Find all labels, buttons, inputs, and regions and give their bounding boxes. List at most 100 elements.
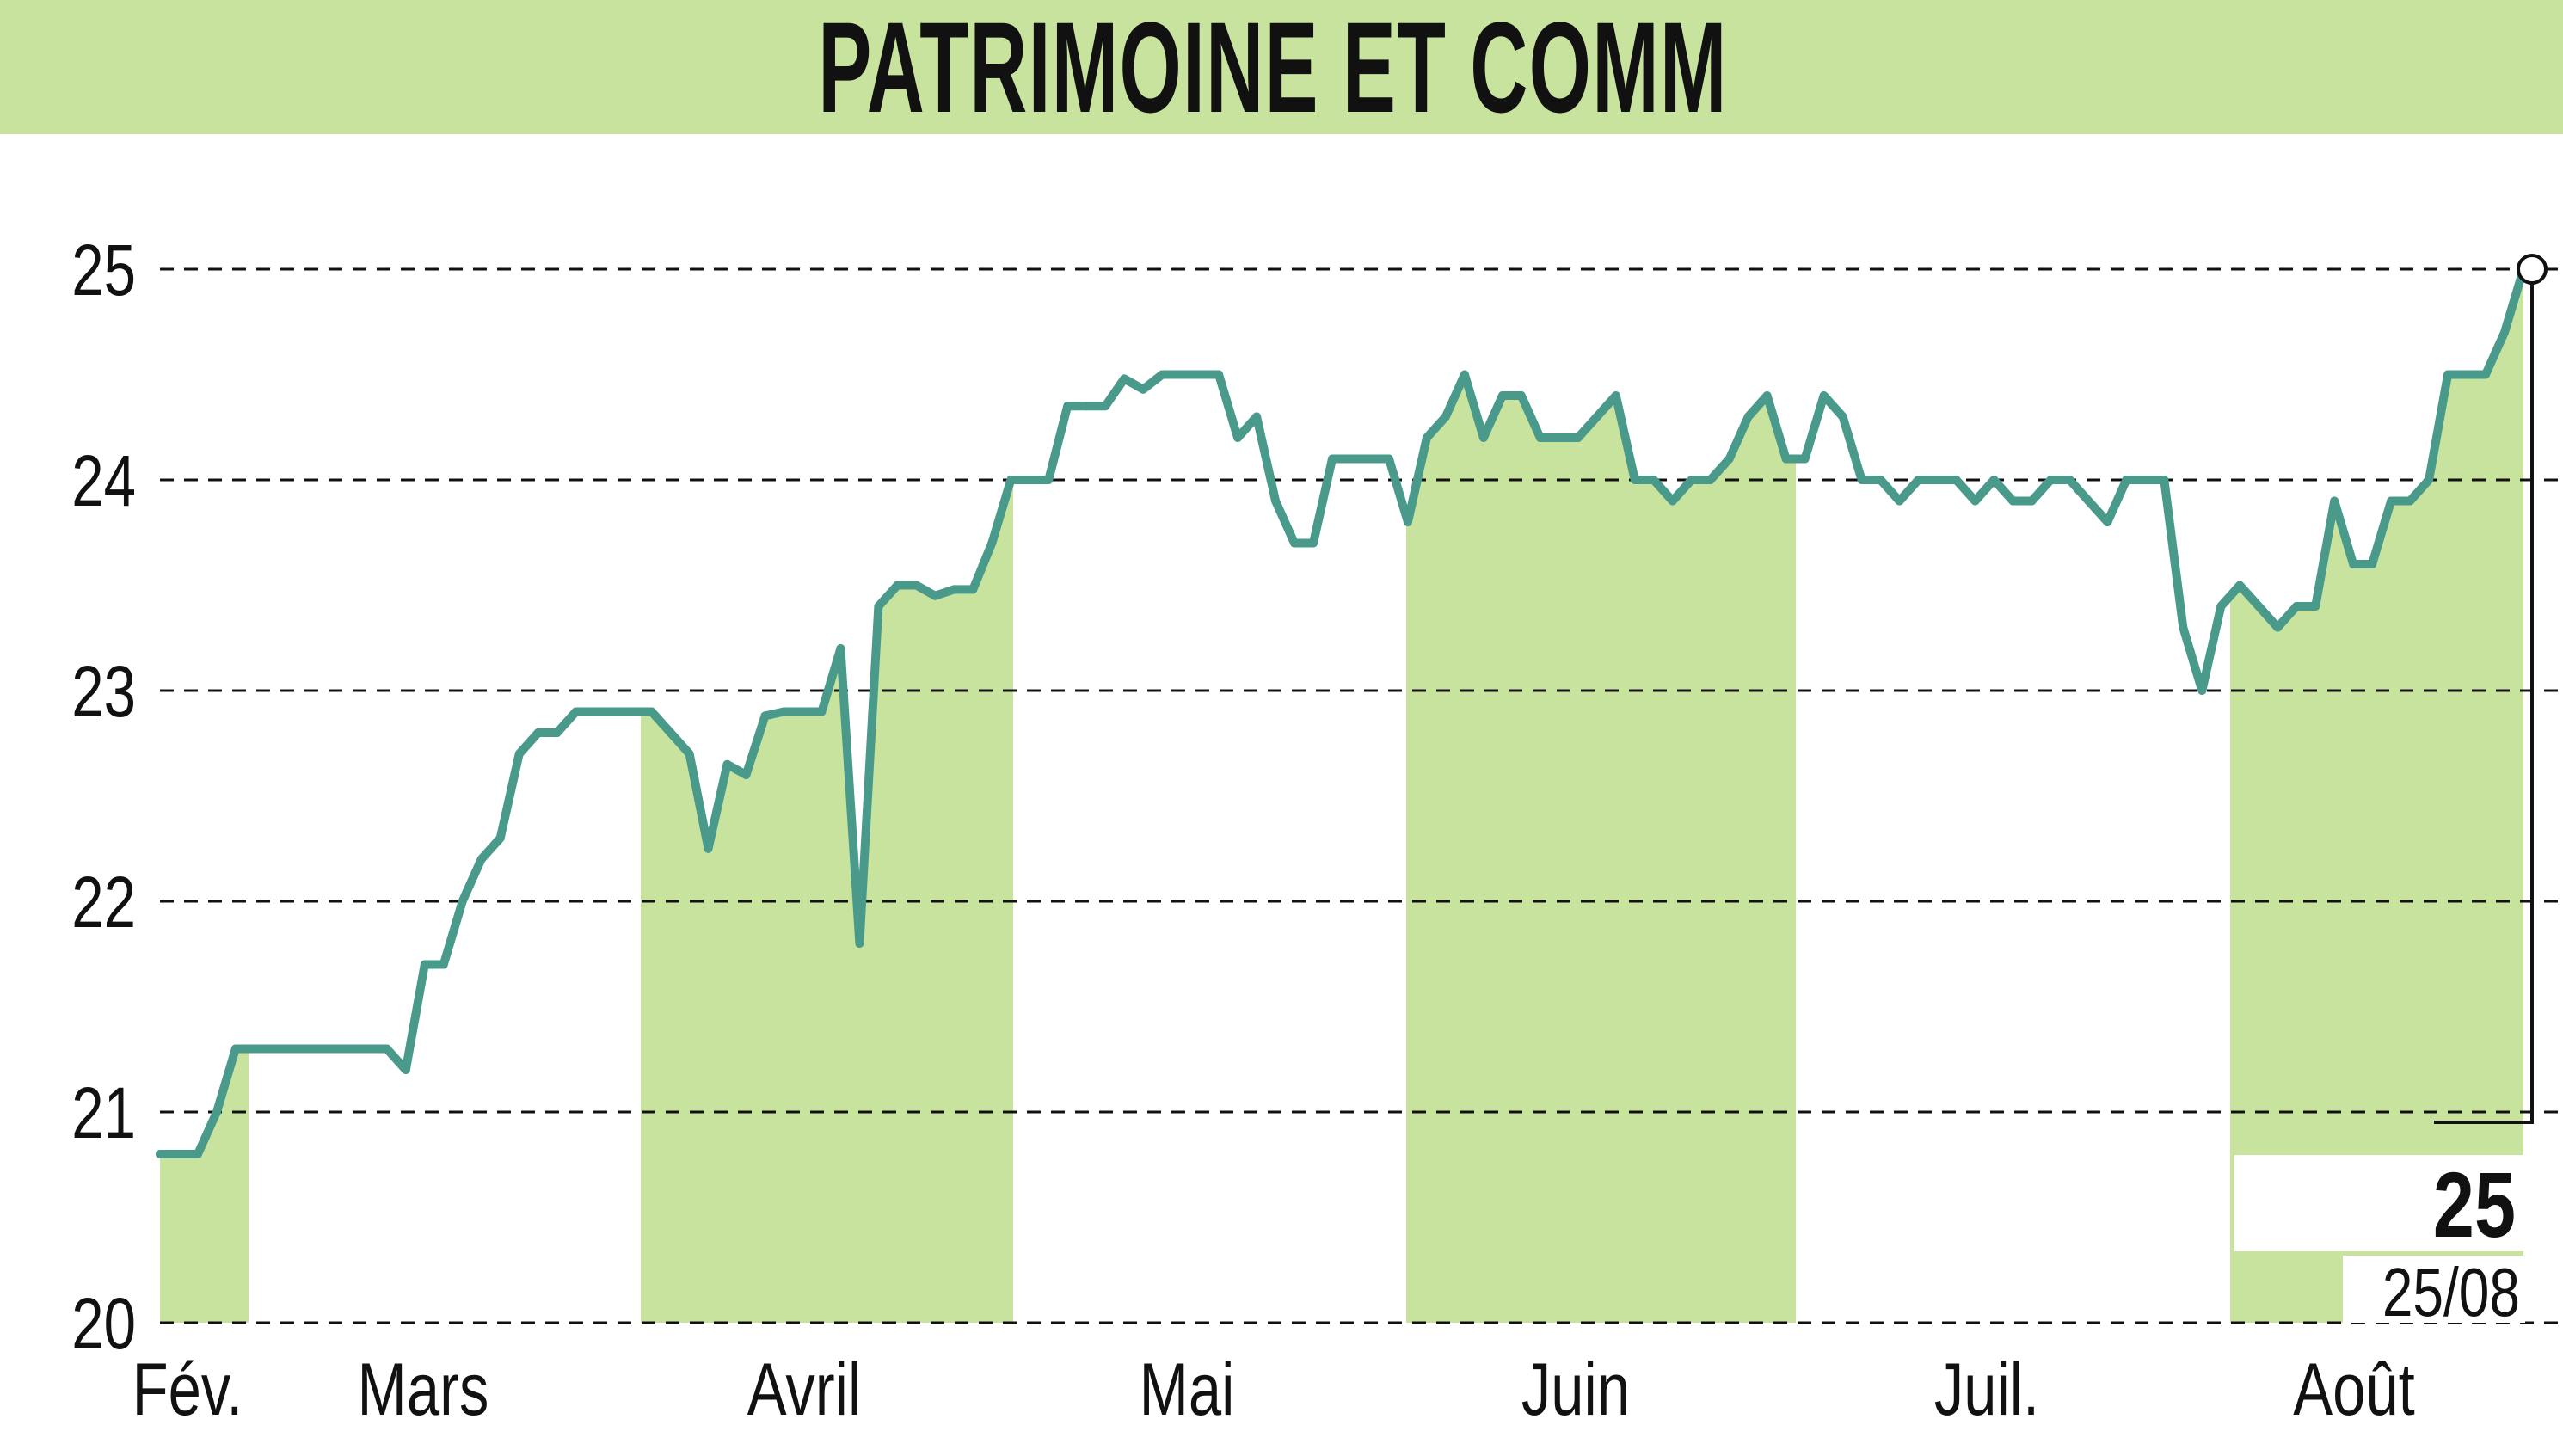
data-point (1497, 391, 1507, 400)
data-point (2368, 560, 2377, 568)
data-point (779, 707, 789, 716)
data-point (2254, 602, 2264, 611)
data-point (571, 707, 581, 716)
data-point (893, 581, 902, 590)
data-point (1687, 476, 1696, 484)
data-point (2425, 476, 2434, 484)
x-tick-label-4: Juin (1521, 1348, 1630, 1431)
data-point (1082, 402, 1091, 411)
data-point (156, 1150, 164, 1158)
data-point (1951, 476, 1961, 484)
data-point (1649, 476, 1658, 484)
data-point (1573, 433, 1583, 442)
data-point (1516, 391, 1526, 400)
data-point (2330, 496, 2339, 506)
data-point (2122, 476, 2131, 484)
data-point (1366, 454, 1374, 464)
data-point (382, 1044, 391, 1054)
data-point (1857, 476, 1866, 484)
data-point (212, 1108, 221, 1116)
last-date-label: 25/08 (2382, 1254, 2520, 1330)
data-point (1252, 412, 1262, 421)
last-point-marker (2517, 254, 2548, 285)
data-point (2481, 370, 2490, 379)
data-point (1120, 374, 1129, 384)
data-point (1554, 433, 1564, 442)
data-point (194, 1150, 202, 1158)
data-point (874, 602, 883, 611)
data-point (1800, 454, 1810, 464)
data-point (1724, 454, 1734, 464)
data-point (2141, 476, 2150, 484)
data-point (2443, 370, 2453, 379)
data-point (2027, 496, 2037, 506)
price-line-group (156, 265, 2528, 1158)
data-point (552, 728, 562, 737)
data-point (2046, 476, 2056, 484)
data-point (2462, 370, 2471, 379)
data-point (1838, 412, 1847, 421)
data-point (175, 1150, 183, 1158)
price-line (156, 265, 2528, 1158)
data-point (1460, 370, 1469, 379)
data-point (1762, 391, 1772, 400)
data-point (249, 1044, 259, 1054)
y-tick-label: 23 (71, 652, 136, 733)
data-point (2387, 496, 2396, 506)
x-tick-label-6: Août (2293, 1348, 2415, 1431)
data-point (2349, 560, 2358, 568)
data-point (458, 897, 467, 906)
data-point (590, 707, 599, 716)
data-point (1743, 412, 1753, 421)
data-point (2292, 602, 2302, 611)
data-point (1422, 433, 1431, 442)
data-point (1025, 476, 1035, 484)
x-tick-label-2: Avril (747, 1348, 862, 1431)
data-point (704, 844, 713, 853)
data-point (1970, 496, 1980, 506)
data-point (2273, 623, 2283, 632)
data-point (666, 728, 675, 737)
x-tick-label-1: Mars (358, 1348, 489, 1431)
x-axis-labels: Fév. Mars Avril Mai Juin Juil. Août (132, 1348, 2415, 1431)
data-point (1195, 370, 1205, 379)
data-point (1989, 476, 1999, 484)
callout-value-box (2234, 1155, 2525, 1251)
y-tick-label: 20 (71, 1284, 136, 1365)
data-point (1668, 496, 1677, 506)
callout-date-box (2343, 1256, 2525, 1323)
data-point (760, 711, 770, 721)
data-point (1290, 538, 1299, 548)
y-tick-label: 22 (71, 863, 136, 943)
data-point (1630, 476, 1639, 484)
data-point (741, 771, 751, 779)
data-point (1478, 433, 1488, 442)
data-point (1535, 433, 1545, 442)
data-point (2235, 581, 2245, 590)
data-point (344, 1044, 353, 1054)
data-point (1933, 476, 1942, 484)
data-point (1403, 518, 1412, 526)
y-tick-label: 25 (71, 230, 136, 311)
data-point (1309, 538, 1318, 548)
data-point (230, 1044, 240, 1054)
data-point (609, 707, 618, 716)
last-value-label: 25 (2433, 1152, 2516, 1256)
data-point (325, 1044, 335, 1054)
data-point (2406, 496, 2415, 506)
chart-title: PATRIMOINE ET COMM (818, 0, 1728, 139)
data-point (533, 728, 543, 737)
data-point (363, 1044, 372, 1054)
data-point (2216, 602, 2226, 611)
data-point (1139, 384, 1148, 394)
data-point (647, 707, 656, 716)
grid-lines (160, 267, 2563, 1324)
data-point (1044, 476, 1054, 484)
data-point (817, 707, 827, 716)
data-point (1592, 412, 1601, 421)
data-point (2179, 623, 2188, 632)
data-point (855, 939, 864, 948)
data-point (401, 1066, 410, 1074)
x-tick-label-3: Mai (1140, 1348, 1235, 1431)
